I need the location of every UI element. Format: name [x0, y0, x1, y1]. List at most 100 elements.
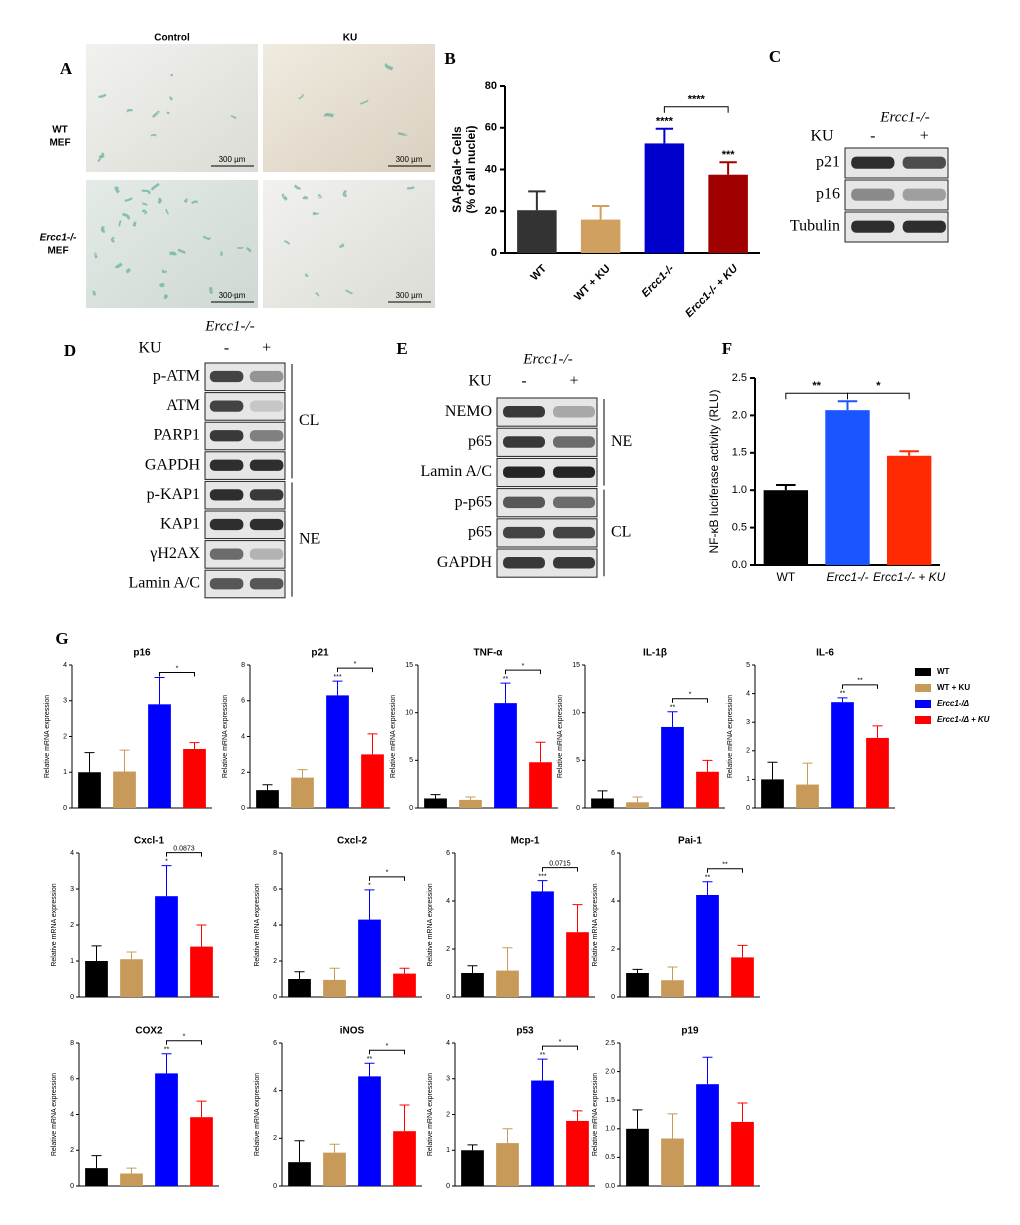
band [553, 557, 595, 569]
error-bar [161, 1053, 172, 1074]
y-tick-label: 2 [241, 769, 245, 776]
significance-label: * [165, 858, 168, 865]
bar [761, 779, 784, 808]
significance-label: ** [503, 676, 509, 683]
y-tick-label: 1.5 [732, 447, 747, 459]
significance-bracket [847, 392, 910, 400]
bar [288, 979, 311, 997]
bar [326, 695, 349, 808]
error-bar [329, 967, 340, 980]
bar [529, 762, 552, 808]
band [503, 406, 545, 418]
y-axis-label: (% of all nuclei) [464, 125, 478, 213]
stained-cell [168, 251, 177, 256]
chart-title: Pai-1 [678, 836, 702, 847]
protein-label: Lamin A/C [128, 575, 200, 592]
y-tick-label: 8 [241, 662, 245, 669]
panel-letter: B [444, 49, 455, 68]
error-bar [500, 682, 511, 704]
stained-cell [163, 294, 168, 300]
bar [626, 802, 649, 808]
stained-cell [168, 96, 173, 101]
significance-label: 0.0715 [549, 860, 571, 867]
y-tick-label: 15 [405, 662, 413, 669]
error-bar [84, 752, 95, 773]
y-tick-label: 0 [70, 994, 74, 1001]
scale-bar-label: 300 µm [396, 155, 423, 164]
band [902, 188, 946, 201]
error-bar [126, 1167, 137, 1174]
stained-cell [183, 198, 188, 203]
error-bar [632, 1109, 643, 1129]
y-axis-label: Relative mRNA expression [44, 695, 51, 778]
significance-label: *** [333, 674, 341, 681]
protein-label: GAPDH [437, 554, 493, 571]
y-axis-label: Relative mRNA expression [390, 695, 397, 778]
bar [696, 895, 719, 997]
error-bar [196, 1100, 207, 1118]
error-bar [702, 881, 713, 895]
stained-cell [114, 262, 123, 269]
bar [424, 798, 447, 808]
panel-letter: E [396, 339, 407, 358]
y-tick-label: 0 [409, 805, 413, 812]
chart-title: Mcp-1 [511, 836, 540, 847]
stained-cell [92, 290, 96, 296]
bar [155, 896, 178, 997]
chart-title: IL-6 [816, 648, 834, 659]
bar [591, 798, 614, 808]
micrograph [86, 180, 258, 308]
y-tick-label: 1 [446, 1147, 450, 1154]
error-bar [467, 1144, 478, 1151]
significance-label: * [176, 665, 179, 672]
micrograph [263, 180, 435, 308]
band [851, 188, 895, 201]
error-bar [294, 1140, 305, 1163]
y-axis-label: Relative mRNA expression [727, 695, 734, 778]
bar [531, 891, 554, 997]
significance-label: * [386, 1043, 389, 1050]
lane-label: + [920, 128, 929, 145]
protein-label: GAPDH [145, 456, 201, 473]
stained-cell [312, 211, 319, 216]
y-tick-label: 0.0 [732, 559, 747, 571]
y-tick-label: 4 [446, 1040, 450, 1047]
row-header: MEF [47, 246, 68, 257]
chart-title: Cxcl-1 [134, 836, 164, 847]
y-tick-label: 15 [572, 662, 580, 669]
y-axis-label: Relative mRNA expression [427, 1073, 434, 1156]
bar [190, 946, 213, 997]
error-bar [667, 966, 678, 981]
error-bar [632, 968, 643, 973]
bar [696, 1084, 719, 1186]
y-tick-label: 10 [405, 710, 413, 717]
bar [661, 726, 684, 808]
error-bar [119, 749, 130, 772]
y-tick-label: 6 [241, 698, 245, 705]
bar [190, 1117, 213, 1186]
band [249, 489, 284, 501]
significance-label: * [876, 380, 881, 392]
band [553, 436, 595, 448]
error-bar [294, 971, 305, 979]
error-bar [367, 733, 378, 755]
panel-letter: G [55, 629, 68, 648]
y-axis-label: Relative mRNA expression [592, 1073, 599, 1156]
stained-cell [132, 221, 137, 227]
bar [494, 703, 517, 808]
fraction-label: NE [299, 530, 320, 547]
significance-bracket [672, 698, 708, 703]
column-header: Control [154, 33, 190, 44]
y-tick-label: 10 [572, 710, 580, 717]
y-tick-label: 6 [273, 886, 277, 893]
band [249, 578, 284, 590]
stained-cell [100, 152, 105, 158]
stained-cell [110, 236, 115, 243]
stained-cell [166, 111, 170, 115]
bar [358, 919, 381, 997]
column-header: KU [343, 33, 357, 44]
stained-cell [339, 243, 345, 249]
bar [866, 737, 889, 808]
treatment-label: KU [810, 128, 834, 145]
